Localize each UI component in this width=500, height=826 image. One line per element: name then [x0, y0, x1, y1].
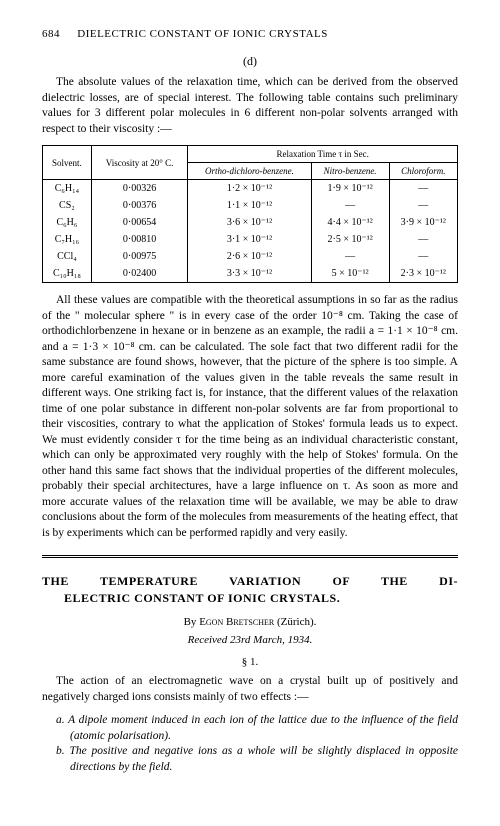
intro-paragraph: The absolute values of the relaxation ti…	[42, 75, 458, 137]
article-divider	[42, 555, 458, 558]
col-viscosity: Viscosity at 20° C.	[91, 146, 187, 180]
article2-para1: The action of an electromagnetic wave on…	[42, 674, 458, 705]
col-solvent: Solvent.	[43, 146, 92, 180]
page-container: 684 DIELECTRIC CONSTANT OF IONIC CRYSTAL…	[0, 0, 500, 803]
cell-chloro: —	[389, 231, 457, 248]
list-item-a: a. A dipole moment induced in each ion o…	[42, 713, 458, 744]
cell-ortho: 2·6 × 10⁻¹²	[188, 248, 311, 265]
cell-ortho: 3·6 × 10⁻¹²	[188, 214, 311, 231]
section-number: § 1.	[42, 656, 458, 668]
cell-ortho: 1·2 × 10⁻¹²	[188, 180, 311, 198]
cell-chloro: 3·9 × 10⁻¹²	[389, 214, 457, 231]
cell-nitro: 1·9 × 10⁻¹²	[311, 180, 389, 198]
by-prefix: By	[184, 616, 200, 628]
cell-solvent: C₆H₁₄	[43, 180, 92, 198]
table-row: CCl₄ 0·00975 2·6 × 10⁻¹² — —	[43, 248, 458, 265]
col-ortho: Ortho-dichloro-benzene.	[188, 163, 311, 180]
cell-nitro: 4·4 × 10⁻¹²	[311, 214, 389, 231]
list-item-b-text: b. The positive and negative ions as a w…	[56, 745, 458, 773]
running-title: DIELECTRIC CONSTANT OF IONIC CRYSTALS	[77, 28, 328, 40]
cell-ortho: 1·1 × 10⁻¹²	[188, 197, 311, 214]
discussion-paragraph: All these values are compatible with the…	[42, 293, 458, 541]
col-relax-group: Relaxation Time τ in Sec.	[188, 146, 458, 163]
cell-nitro: 5 × 10⁻¹²	[311, 265, 389, 283]
author-name: Egon Bretscher	[199, 616, 274, 628]
table-row: C₆H₁₄ 0·00326 1·2 × 10⁻¹² 1·9 × 10⁻¹² —	[43, 180, 458, 198]
cell-viscosity: 0·00975	[91, 248, 187, 265]
list-item-a-text: a. A dipole moment induced in each ion o…	[56, 714, 458, 742]
cell-viscosity: 0·00810	[91, 231, 187, 248]
col-chloro: Chloroform.	[389, 163, 457, 180]
article2-title-line1: THE TEMPERATURE VARIATION OF THE DI-	[42, 574, 458, 589]
cell-solvent: CS₂	[43, 197, 92, 214]
table-row: C₁₀H₁₈ 0·02400 3·3 × 10⁻¹² 5 × 10⁻¹² 2·3…	[43, 265, 458, 283]
cell-viscosity: 0·00654	[91, 214, 187, 231]
cell-nitro: 2·5 × 10⁻¹²	[311, 231, 389, 248]
cell-solvent: C₁₀H₁₈	[43, 265, 92, 283]
cell-ortho: 3·3 × 10⁻¹²	[188, 265, 311, 283]
cell-viscosity: 0·00326	[91, 180, 187, 198]
cell-ortho: 3·1 × 10⁻¹²	[188, 231, 311, 248]
page-number: 684	[42, 28, 74, 40]
cell-chloro: —	[389, 197, 457, 214]
cell-nitro: —	[311, 248, 389, 265]
cell-solvent: C₆H₆	[43, 214, 92, 231]
cell-viscosity: 0·00376	[91, 197, 187, 214]
relaxation-table: Solvent. Viscosity at 20° C. Relaxation …	[42, 145, 458, 283]
cell-solvent: CCl₄	[43, 248, 92, 265]
cell-chloro: —	[389, 180, 457, 198]
received-date: Received 23rd March, 1934.	[42, 634, 458, 646]
page-header: 684 DIELECTRIC CONSTANT OF IONIC CRYSTAL…	[42, 28, 458, 40]
cell-solvent: C₇H₁₆	[43, 231, 92, 248]
affiliation: (Zürich).	[274, 616, 316, 628]
table-body: C₆H₁₄ 0·00326 1·2 × 10⁻¹² 1·9 × 10⁻¹² — …	[43, 180, 458, 283]
byline: By Egon Bretscher (Zürich).	[42, 616, 458, 628]
table-row: C₆H₆ 0·00654 3·6 × 10⁻¹² 4·4 × 10⁻¹² 3·9…	[43, 214, 458, 231]
col-nitro: Nitro-benzene.	[311, 163, 389, 180]
section-d-label: (d)	[42, 54, 458, 69]
cell-chloro: 2·3 × 10⁻¹²	[389, 265, 457, 283]
cell-viscosity: 0·02400	[91, 265, 187, 283]
cell-nitro: —	[311, 197, 389, 214]
table-row: C₇H₁₆ 0·00810 3·1 × 10⁻¹² 2·5 × 10⁻¹² —	[43, 231, 458, 248]
cell-chloro: —	[389, 248, 457, 265]
article2-title-line2: ELECTRIC CONSTANT OF IONIC CRYSTALS.	[42, 591, 458, 606]
table-row: CS₂ 0·00376 1·1 × 10⁻¹² — —	[43, 197, 458, 214]
list-item-b: b. The positive and negative ions as a w…	[42, 744, 458, 775]
